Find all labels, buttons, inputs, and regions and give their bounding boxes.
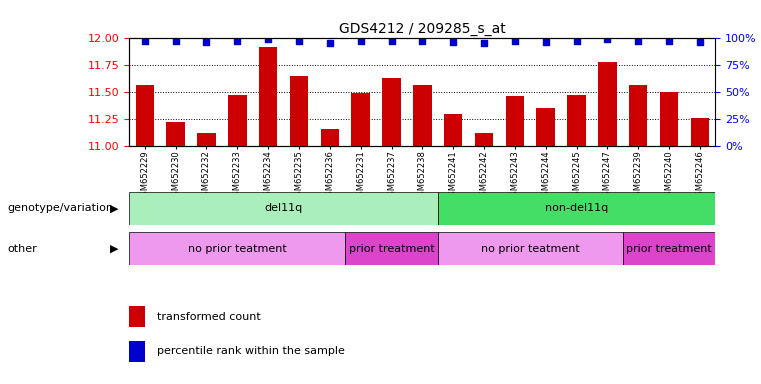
Bar [629, 84, 648, 146]
Bar [135, 84, 154, 146]
Point [694, 38, 706, 45]
Bar [438, 232, 622, 265]
Text: no prior teatment: no prior teatment [481, 243, 580, 254]
Bar [129, 232, 345, 265]
Bar [475, 133, 493, 146]
Point [262, 36, 274, 43]
Bar [259, 47, 278, 146]
Point [170, 38, 182, 44]
Text: no prior teatment: no prior teatment [188, 243, 287, 254]
Bar [197, 133, 215, 146]
Text: ▶: ▶ [110, 203, 119, 214]
Bar [444, 114, 463, 146]
Point [231, 38, 244, 44]
Point [293, 38, 305, 44]
Point [323, 40, 336, 46]
Bar [345, 232, 438, 265]
Point [385, 38, 397, 44]
Text: ▶: ▶ [110, 243, 119, 254]
Bar [129, 341, 145, 362]
Text: transformed count: transformed count [157, 312, 260, 322]
Bar [598, 62, 616, 146]
Point [601, 36, 613, 43]
Text: other: other [8, 243, 37, 254]
Point [509, 38, 521, 44]
Text: non-del11q: non-del11q [545, 203, 608, 214]
Bar [352, 93, 370, 146]
Bar [438, 192, 715, 225]
Text: percentile rank within the sample: percentile rank within the sample [157, 346, 345, 356]
Point [540, 38, 552, 45]
Bar [129, 192, 438, 225]
Text: prior treatment: prior treatment [626, 243, 712, 254]
Point [632, 38, 645, 44]
Bar [660, 92, 678, 146]
Point [416, 38, 428, 44]
Bar [413, 84, 431, 146]
Bar [228, 95, 247, 146]
Bar [382, 78, 401, 146]
Text: del11q: del11q [265, 203, 303, 214]
Point [663, 38, 675, 44]
Bar [567, 95, 586, 146]
Point [139, 38, 151, 44]
Title: GDS4212 / 209285_s_at: GDS4212 / 209285_s_at [339, 22, 506, 36]
Point [571, 38, 583, 44]
Point [200, 38, 212, 45]
Text: genotype/variation: genotype/variation [8, 203, 113, 214]
Bar [290, 76, 308, 146]
Bar [129, 306, 145, 327]
Bar [622, 232, 715, 265]
Bar [691, 118, 709, 146]
Bar [167, 122, 185, 146]
Text: prior treatment: prior treatment [349, 243, 435, 254]
Point [447, 38, 460, 45]
Bar [320, 129, 339, 146]
Bar [505, 96, 524, 146]
Bar [537, 108, 555, 146]
Point [355, 38, 367, 44]
Point [478, 40, 490, 46]
